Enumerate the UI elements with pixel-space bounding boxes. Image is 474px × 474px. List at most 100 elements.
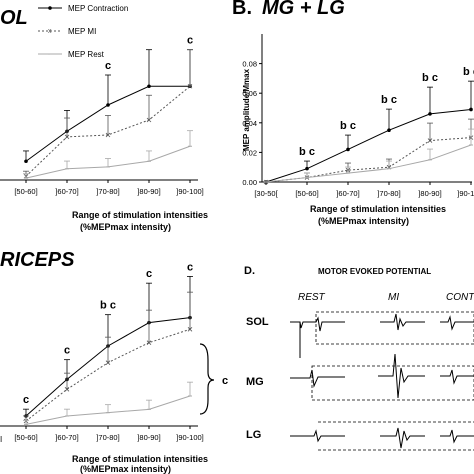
panel-c-x-ticks: [50-60] ]60-70] ]70-80] ]80-90] ]90-100] [14,426,204,442]
panel-a-xlabel: Range of stimulation intensities [72,210,208,220]
panel-a-legend: MEP Contraction x MEP MI - MEP Rest [38,4,128,59]
series-line-rest [265,144,472,183]
point-contraction [428,112,432,116]
point-mi [105,360,111,365]
panel-b-title: MG + LG [262,0,345,19]
panel-c-series [23,276,193,425]
panel-a-xlabel-2: (%MEPmax intensity) [80,222,171,232]
series-line-mi [265,137,472,183]
x-tick-label: [50-60] [14,433,37,442]
panel-b-xlabel-2: (%MEPmax intensity) [318,216,409,226]
x-tick-label: [50-60] [295,189,318,198]
x-tick-label: ]60-70] [55,187,78,196]
trace-lg [290,421,474,451]
trace-mg-mi [378,353,425,399]
point-mi [105,132,111,138]
point-mi [187,327,193,332]
point-contraction [147,84,151,89]
panel-c-annotations: c c b c c c [23,261,193,406]
panel-a-x-ticks: [50-60] ]60-70] ]70-80] ]80-90] ]90-100] [14,180,204,196]
trace-mg-contr [440,369,474,385]
panel-d-mep-traces: D. MOTOR EVOKED POTENTIAL REST MI CONTR … [244,265,474,451]
trace-mg [290,353,474,401]
panel-c-xlabel: Range of stimulation intensities [72,454,208,464]
panel-b-xlabel: Range of stimulation intensities [310,204,446,214]
annotation-label: c [187,261,193,273]
panel-c-triceps: RICEPS I [50-60] ]60-70] ]70-80] ]80-90] ]90… [0,249,228,474]
point-contraction [346,147,350,152]
panel-a-title: OL [0,7,28,29]
point-contraction [106,103,110,107]
series-line-contraction [265,108,472,183]
x-tick-label: ]70-80] [96,187,119,196]
panel-c-xlabel-2: (%MEPmax intensity) [80,464,171,474]
y-tick-label: 0.02 [242,148,257,157]
legend-contraction-marker [48,6,52,10]
y-tick-label: 0.06 [242,89,257,98]
panel-d-col-rest: REST [298,292,326,303]
panel-c-tick-partial: I [0,435,2,444]
x-tick-label: ]80-90] [137,187,160,196]
x-tick-label: ]80-90] [137,433,160,442]
legend-mi-label: MEP MI [68,27,96,36]
x-tick-label: ]70-80] [96,433,119,442]
x-tick-label: ]90-100] [176,433,204,442]
panel-c-bracket [199,343,215,415]
x-tick-label: [50-60] [14,187,37,196]
annotation-label: c [146,268,152,280]
panel-d-row-mg: MG [246,376,264,388]
y-tick-label: 0.00 [242,178,257,187]
y-tick-label: 0.04 [242,119,257,128]
point-mi [427,138,433,143]
legend-rest-label: MEP Rest [68,50,105,59]
point-mi [146,117,152,123]
panel-b-y-ticks: 0.00 0.02 0.04 0.06 0.08 [242,60,262,187]
panel-d-title: MOTOR EVOKED POTENTIAL [318,267,431,276]
annotation-label: b c [463,66,474,78]
trace-lg-rest [290,429,345,443]
annotation-label: b c [422,72,438,84]
panel-a-series [23,49,193,179]
point-mi [64,134,70,140]
legend-rest-marker: - [48,52,50,58]
panel-b-ylabel: MEP amplitude/Mmax [242,68,251,151]
annotation-label: c [23,394,29,406]
x-tick-label: [30-50[ [254,189,278,198]
panel-c-title: RICEPS [0,249,75,271]
point-mi [146,340,152,345]
panel-a-annotations: cc [105,35,193,72]
x-tick-label: ]60-70] [336,189,359,198]
panel-c-bracket-label: c [222,375,228,387]
panel-b-annotations: b c b c b c b c b c [299,66,474,158]
trace-lg-mi [380,427,425,449]
point-mi [187,83,193,89]
point-contraction [24,159,28,164]
trace-sol-mi [380,313,425,331]
annotation-label: c [187,35,193,47]
panel-d-row-lg: LG [246,429,261,441]
trace-sol [290,311,474,358]
point-contraction [387,128,391,132]
panel-a-sol: OL MEP Contraction x MEP MI - MEP Rest [… [0,4,208,232]
legend-mi-marker: x [48,28,52,35]
annotation-label: c [105,60,111,72]
x-tick-label: ]90-100] [176,187,204,196]
x-tick-label: ]80-90] [418,189,441,198]
panel-b-mg-lg: B. MG + LG MEP amplitude/Mmax 0.000.020.… [232,0,474,226]
panel-b-letter: B. [232,0,252,19]
annotation-label: b c [299,146,315,158]
panel-d-col-mi: MI [388,292,399,303]
annotation-label: b c [340,120,356,132]
panel-b-series [263,80,474,185]
trace-sol-contr [440,315,474,331]
annotation-label: b c [100,300,116,312]
trace-lg-contr [440,429,474,444]
panel-d-col-contr: CONTR [446,292,474,303]
y-tick-label: 0.08 [242,60,257,69]
x-tick-label: ]90-100] [457,189,474,198]
point-contraction [305,166,309,171]
x-tick-label: ]60-70] [55,433,78,442]
panel-b-x-ticks: [30-50[[50-60]]60-70]]70-80]]80-90]]90-1… [254,182,474,198]
trace-mg-rest [290,369,345,388]
point-contraction [469,107,473,112]
